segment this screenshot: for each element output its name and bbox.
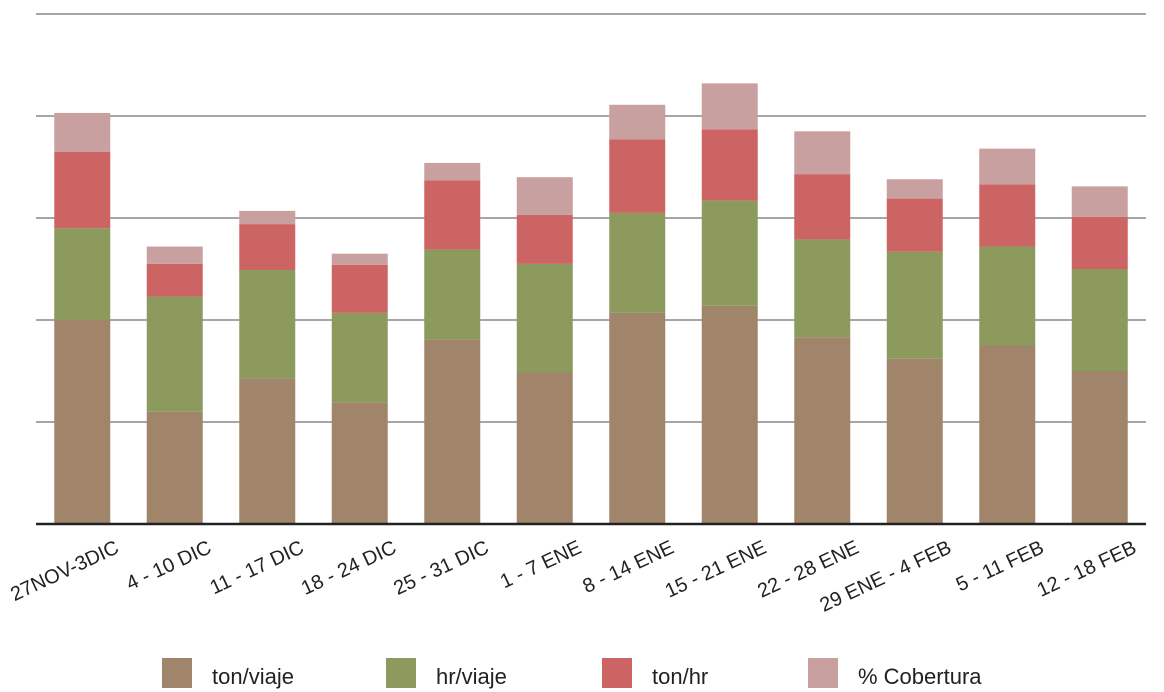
bar-segment	[424, 249, 481, 340]
bar-segment	[516, 177, 573, 215]
legend-item: ton/hr	[602, 658, 708, 689]
bar-stack	[54, 112, 111, 524]
bar-segment	[609, 104, 666, 140]
bar-stack	[146, 246, 203, 524]
x-tick-label: 5 - 11 FEB	[953, 537, 1048, 597]
bar-segment	[1071, 269, 1128, 371]
x-tick-label: 18 - 24 DIC	[298, 537, 400, 600]
bar-segment	[1071, 186, 1128, 217]
bar-segment	[609, 312, 666, 524]
legend-item: ton/viaje	[162, 658, 294, 689]
bar-segment	[424, 162, 481, 181]
bar-stack	[331, 253, 388, 524]
bar-segment	[331, 312, 388, 403]
bar-segment	[1071, 371, 1128, 524]
bar-stack	[239, 210, 296, 524]
x-tick-label: 12 - 18 FEB	[1034, 537, 1140, 602]
legend-swatch	[386, 658, 416, 688]
bar-segment	[701, 83, 758, 130]
bar-segment	[424, 339, 481, 524]
legend-label: ton/hr	[652, 664, 708, 689]
bar-segment	[239, 378, 296, 524]
bar-segment	[979, 345, 1036, 524]
bar-segment	[794, 131, 851, 175]
bar-segment	[146, 246, 203, 264]
bar-stack	[701, 83, 758, 524]
bar-stack	[609, 104, 666, 524]
bar-stack	[424, 162, 481, 524]
bar-stack	[794, 131, 851, 524]
legend: ton/viaje hr/viaje ton/hr % Cobertura	[162, 658, 982, 689]
x-tick-label: 15 - 21 ENE	[662, 537, 770, 603]
legend-item: hr/viaje	[386, 658, 507, 689]
bar-segment	[516, 214, 573, 264]
bar-segment	[886, 251, 943, 359]
bar-segment	[54, 112, 111, 152]
bar-stack	[1071, 186, 1128, 524]
legend-swatch	[808, 658, 838, 688]
bar-segment	[609, 139, 666, 213]
bar-segment	[886, 198, 943, 252]
x-tick-label: 25 - 31 DIC	[390, 537, 492, 600]
legend-label: % Cobertura	[858, 664, 982, 689]
legend-swatch	[602, 658, 632, 688]
bar-segment	[886, 358, 943, 524]
legend-item: % Cobertura	[808, 658, 982, 689]
bar-segment	[886, 179, 943, 199]
bar-segment	[54, 320, 111, 524]
bar-segment	[331, 402, 388, 524]
bars	[54, 83, 1128, 524]
bar-segment	[1071, 216, 1128, 269]
bar-segment	[54, 228, 111, 320]
bar-segment	[146, 296, 203, 412]
bar-segment	[701, 129, 758, 201]
bar-segment	[794, 239, 851, 338]
x-tick-label: 8 - 14 ENE	[579, 537, 677, 598]
bar-segment	[239, 210, 296, 225]
bar-segment	[146, 263, 203, 297]
bar-segment	[979, 184, 1036, 247]
bar-stack	[516, 177, 573, 524]
bar-segment	[701, 305, 758, 524]
legend-label: hr/viaje	[436, 664, 507, 689]
x-tick-label: 11 - 17 DIC	[207, 537, 308, 600]
x-tick-label: 4 - 10 DIC	[123, 537, 215, 595]
x-tick-label: 1 - 7 ENE	[497, 537, 585, 594]
bar-segment	[979, 148, 1036, 185]
bar-segment	[331, 264, 388, 313]
bar-segment	[516, 372, 573, 524]
bar-stack	[979, 148, 1036, 524]
bar-segment	[239, 270, 296, 379]
bar-segment	[54, 151, 111, 229]
bar-segment	[146, 411, 203, 524]
grid-lines	[36, 13, 1146, 423]
legend-swatch	[162, 658, 192, 688]
bar-segment	[424, 180, 481, 250]
bar-segment	[979, 246, 1036, 346]
bar-segment	[239, 224, 296, 271]
legend-label: ton/viaje	[212, 664, 294, 689]
bar-stack	[886, 179, 943, 524]
bar-segment	[794, 174, 851, 240]
bar-segment	[609, 212, 666, 313]
x-tick-label: 27NOV-3DIC	[7, 537, 122, 606]
bar-segment	[516, 263, 573, 373]
bar-segment	[331, 253, 388, 265]
bar-segment	[794, 337, 851, 524]
bar-segment	[701, 200, 758, 306]
